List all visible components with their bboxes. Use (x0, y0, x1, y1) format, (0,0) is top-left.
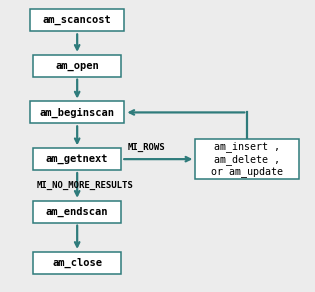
FancyBboxPatch shape (33, 55, 121, 77)
FancyBboxPatch shape (30, 102, 124, 124)
Text: am_open: am_open (55, 61, 99, 71)
FancyBboxPatch shape (33, 201, 121, 223)
Text: am_close: am_close (52, 258, 102, 268)
Text: MI_ROWS: MI_ROWS (128, 143, 165, 152)
Text: am_endscan: am_endscan (46, 207, 108, 217)
FancyBboxPatch shape (195, 140, 299, 179)
FancyBboxPatch shape (33, 252, 121, 274)
Text: am_insert ,
am_delete ,
or am_update: am_insert , am_delete , or am_update (211, 141, 283, 177)
Text: am_getnext: am_getnext (46, 154, 108, 164)
Text: MI_NO_MORE_RESULTS: MI_NO_MORE_RESULTS (36, 181, 133, 190)
FancyBboxPatch shape (33, 148, 121, 170)
FancyBboxPatch shape (30, 10, 124, 32)
Text: am_scancost: am_scancost (43, 15, 112, 25)
Text: am_beginscan: am_beginscan (40, 107, 115, 118)
